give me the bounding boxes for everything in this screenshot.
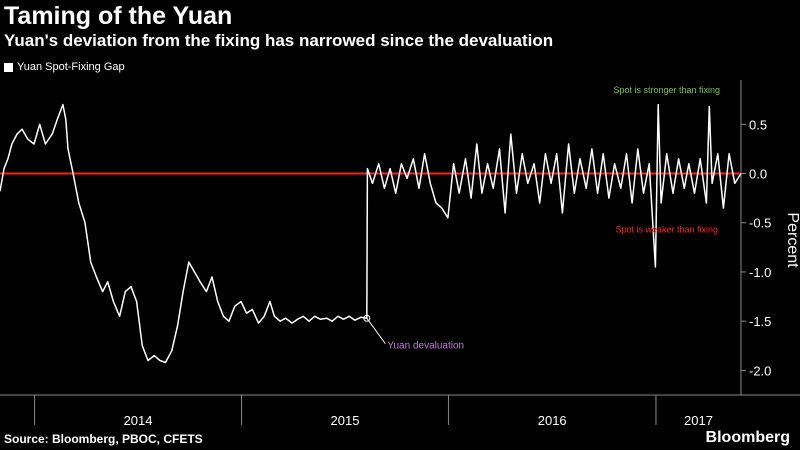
series-line: [0, 103, 742, 364]
weaker-annotation: Spot is weaker than fixing: [615, 225, 718, 235]
legend-swatch: [4, 62, 13, 72]
y-tick-label: 0.5: [749, 117, 767, 132]
devaluation-annotation: Yuan devaluation: [387, 341, 464, 352]
x-tick-label: 2015: [331, 413, 360, 428]
chart-title: Taming of the Yuan: [4, 2, 233, 30]
y-tick-label: -2.0: [749, 363, 771, 378]
y-tick-label: -0.5: [749, 216, 771, 231]
y-axis-title: Percent: [784, 212, 800, 268]
y-tick-label: -1.5: [749, 314, 771, 329]
x-tick-label: 2014: [124, 413, 153, 428]
y-tick-label: -1.0: [749, 265, 771, 280]
source-note: Source: Bloomberg, PBOC, CFETS: [4, 432, 203, 446]
x-tick-label: 2016: [538, 413, 567, 428]
legend-label: Yuan Spot-Fixing Gap: [17, 61, 125, 73]
x-tick-label: 2017: [684, 413, 713, 428]
stronger-annotation: Spot is stronger than fixing: [613, 85, 720, 95]
devaluation-marker: [363, 314, 371, 322]
legend: Yuan Spot-Fixing Gap: [4, 61, 125, 73]
chart-subtitle: Yuan's deviation from the fixing has nar…: [4, 31, 554, 50]
devaluation-leader-line: [366, 317, 386, 345]
brand-logo: Bloomberg: [705, 429, 790, 446]
y-tick-label: 0.0: [749, 167, 767, 182]
